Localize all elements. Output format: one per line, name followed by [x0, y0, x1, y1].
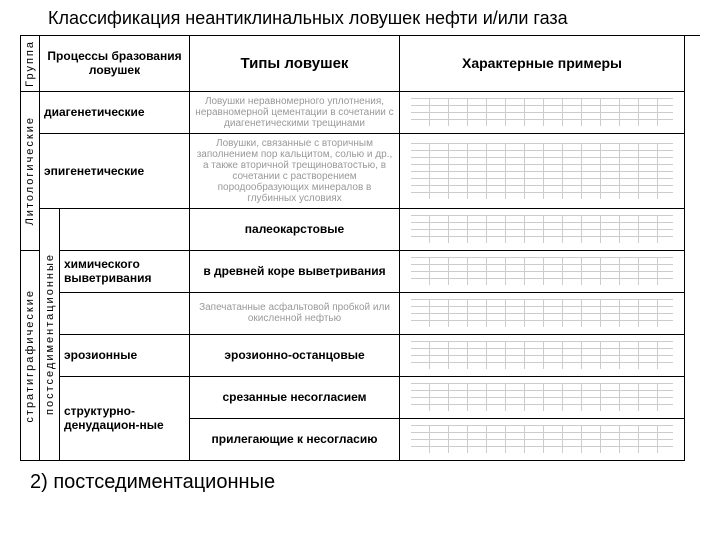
process-diagenetic: диагенетические — [40, 92, 190, 134]
header-types: Типы ловушек — [190, 36, 400, 92]
page-title: Классификация неантиклинальных ловушек н… — [48, 8, 700, 29]
side-postsed: постседиментационные — [40, 209, 60, 461]
header-group: Группа — [20, 36, 40, 92]
example-erosion — [400, 335, 685, 377]
example-sealed — [400, 293, 685, 335]
type-weathering: в древней коре выветривания — [190, 251, 400, 293]
example-weathering — [400, 251, 685, 293]
process-structural: структурно-денудацион-ные — [60, 377, 190, 461]
type-structural2: прилегающие к несогласию — [190, 419, 400, 461]
desc-diagenetic: Ловушки неравномерного уплотнения, нерав… — [190, 92, 400, 134]
example-paleokarst — [400, 209, 685, 251]
process-erosion: эрозионные — [60, 335, 190, 377]
footer-caption: 2) постседиментационные — [30, 471, 700, 494]
type-structural1: срезанные несогласием — [190, 377, 400, 419]
example-epigenetic — [400, 134, 685, 209]
example-diagenetic — [400, 92, 685, 134]
empty-sealed — [60, 293, 190, 335]
type-paleokarst: палеокарстовые — [190, 209, 400, 251]
side-litho: Литологические — [20, 92, 40, 251]
type-erosion: эрозионно-останцовые — [190, 335, 400, 377]
header-examples: Характерные примеры — [400, 36, 685, 92]
process-weathering: химического выветривания — [60, 251, 190, 293]
example-structural2 — [400, 419, 685, 461]
empty-paleokarst — [60, 209, 190, 251]
example-structural1 — [400, 377, 685, 419]
side-strat: стратиграфические — [20, 251, 40, 461]
header-process: Процессы бразования ловушек — [40, 36, 190, 92]
desc-epigenetic: Ловушки, связанные с вторичным заполнени… — [190, 134, 400, 209]
classification-table: Группа Процессы бразования ловушек Типы … — [20, 35, 700, 461]
process-epigenetic: эпигенетические — [40, 134, 190, 209]
desc-sealed: Запечатанные асфальтовой пробкой или оки… — [190, 293, 400, 335]
